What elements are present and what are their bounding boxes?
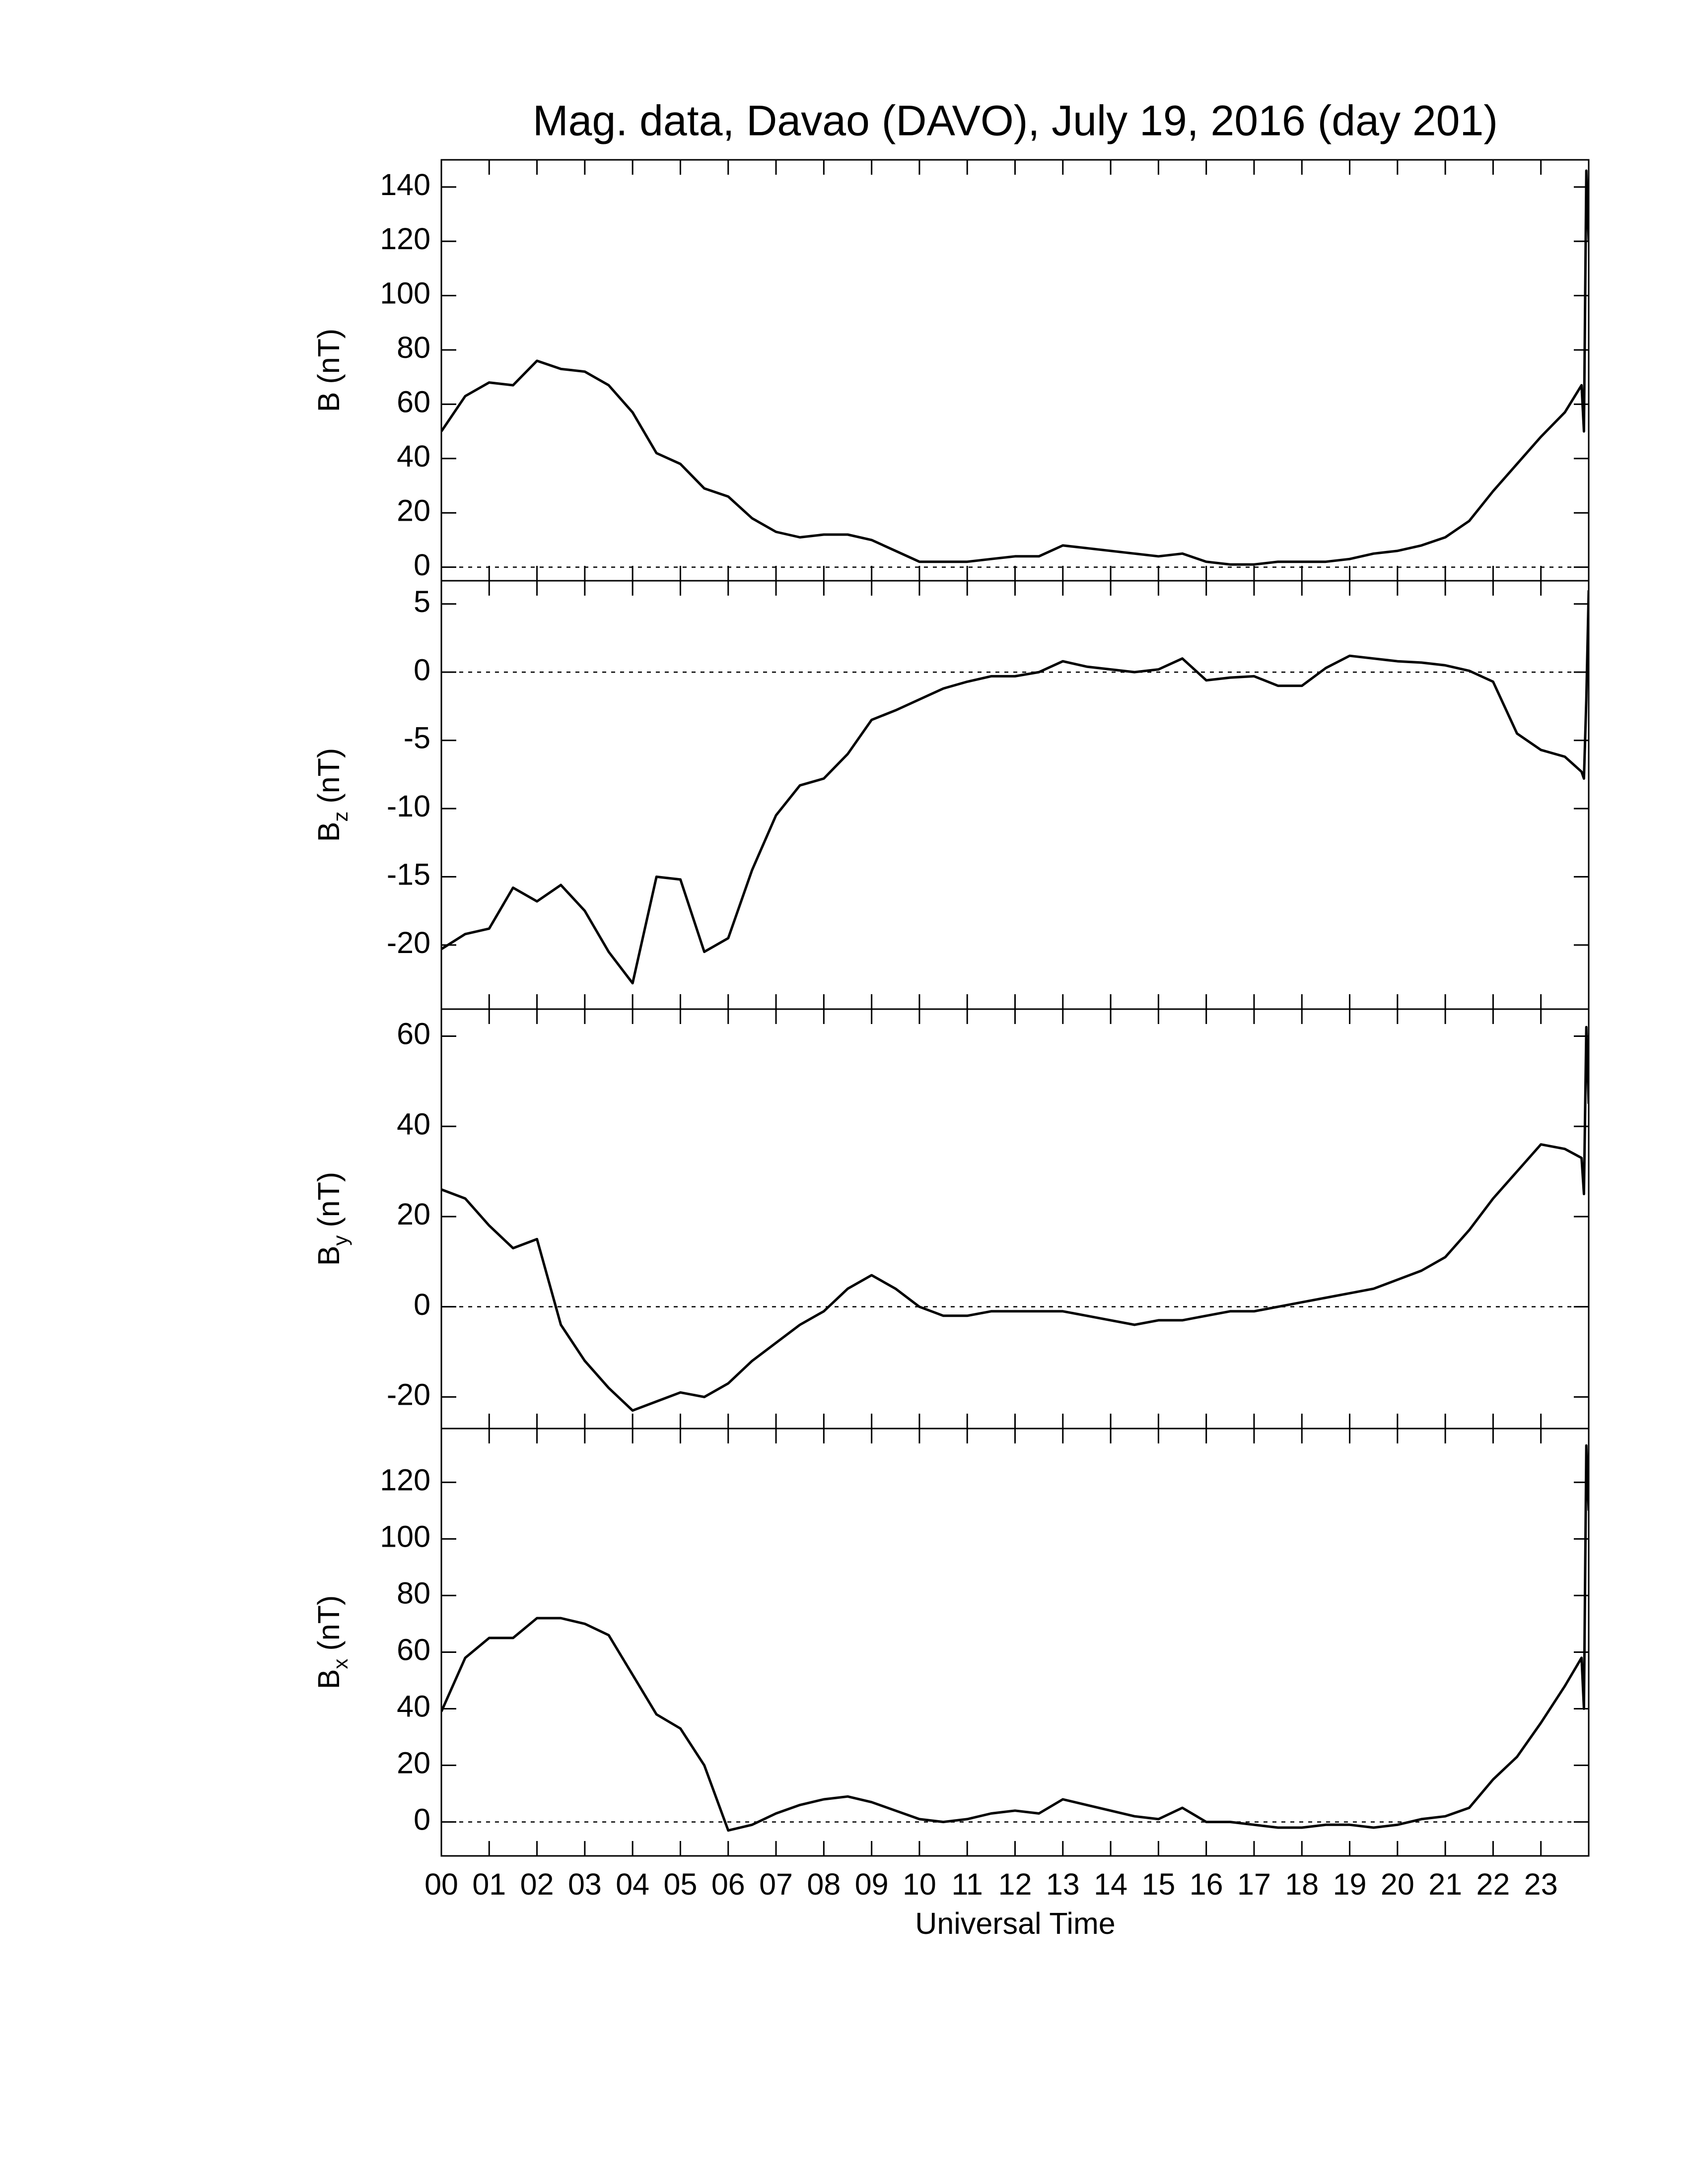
y-tick-label: 20 (397, 1197, 430, 1231)
x-tick-label: 19 (1333, 1867, 1367, 1901)
x-tick-label: 18 (1285, 1867, 1319, 1901)
data-line (441, 1025, 1589, 1412)
y-axis-label: B (nT) (312, 329, 346, 412)
y-tick-label: 100 (380, 1519, 430, 1553)
y-tick-label: 80 (397, 331, 430, 364)
y-label-base: B (312, 1669, 346, 1690)
y-label-sub: z (329, 812, 352, 822)
y-tick-label: -20 (387, 926, 430, 959)
x-tick-label: 08 (807, 1867, 841, 1901)
y-tick-label: 60 (397, 385, 430, 418)
x-axis-label: Universal Time (915, 1907, 1115, 1940)
x-tick-label: 09 (855, 1867, 889, 1901)
y-tick-label: 60 (397, 1633, 430, 1667)
x-tick-label: 04 (616, 1867, 649, 1901)
data-line (441, 590, 1589, 985)
y-tick-label: -10 (387, 789, 430, 823)
x-tick-label: 02 (520, 1867, 554, 1901)
x-tick-label: 06 (711, 1867, 745, 1901)
x-tick-label: 11 (952, 1867, 983, 1901)
y-tick-label: 0 (414, 548, 430, 582)
x-tick-label: 16 (1190, 1867, 1223, 1901)
x-tick-label: 13 (1046, 1867, 1080, 1901)
x-tick-label: 17 (1237, 1867, 1271, 1901)
x-tick-label: 22 (1476, 1867, 1510, 1901)
x-tick-label: 01 (472, 1867, 506, 1901)
x-tick-label: 10 (903, 1867, 936, 1901)
y-tick-label: 80 (397, 1576, 430, 1610)
y-tick-label: 40 (397, 1107, 430, 1141)
y-tick-label: 0 (414, 1288, 430, 1321)
y-label-unit: (nT) (312, 1172, 346, 1228)
y-tick-label: -5 (404, 721, 430, 755)
y-tick-label: 60 (397, 1017, 430, 1051)
y-axis-label: Bz (nT) (312, 748, 352, 842)
y-axis-label: By (nT) (312, 1172, 352, 1266)
y-label-sub: y (329, 1235, 352, 1246)
x-tick-label: 05 (664, 1867, 698, 1901)
y-tick-label: 0 (414, 653, 430, 686)
y-label-unit: (nT) (312, 329, 346, 384)
y-tick-label: 120 (380, 222, 430, 256)
y-tick-label: 20 (397, 493, 430, 527)
x-tick-label: 15 (1141, 1867, 1175, 1901)
y-tick-label: 40 (397, 1690, 430, 1723)
y-tick-label: 40 (397, 439, 430, 473)
chart-title: Mag. data, Davao (DAVO), July 19, 2016 (… (533, 97, 1498, 145)
y-tick-label: 0 (414, 1803, 430, 1837)
y-tick-label: -15 (387, 858, 430, 891)
y-tick-label: 140 (380, 168, 430, 202)
x-tick-label: 12 (998, 1867, 1032, 1901)
y-label-sub: x (329, 1659, 352, 1669)
x-tick-label: 03 (568, 1867, 602, 1901)
data-line (441, 1444, 1589, 1832)
x-tick-label: 14 (1094, 1867, 1127, 1901)
y-label-unit: (nT) (312, 748, 346, 804)
y-label-base: B (312, 392, 346, 412)
x-tick-label: 00 (424, 1867, 458, 1901)
y-tick-label: -20 (387, 1378, 430, 1412)
data-line (441, 169, 1589, 566)
x-tick-label: 07 (759, 1867, 793, 1901)
x-tick-label: 20 (1381, 1867, 1414, 1901)
y-tick-label: 120 (380, 1463, 430, 1497)
y-label-base: B (312, 822, 346, 842)
y-tick-label: 100 (380, 276, 430, 310)
y-tick-label: 20 (397, 1746, 430, 1780)
y-tick-label: 5 (414, 585, 430, 618)
x-tick-label: 23 (1524, 1867, 1558, 1901)
y-label-base: B (312, 1246, 346, 1266)
y-label-unit: (nT) (312, 1595, 346, 1651)
plot-frame (440, 1428, 1590, 1857)
x-tick-label: 21 (1428, 1867, 1462, 1901)
y-axis-label: Bx (nT) (312, 1595, 352, 1690)
